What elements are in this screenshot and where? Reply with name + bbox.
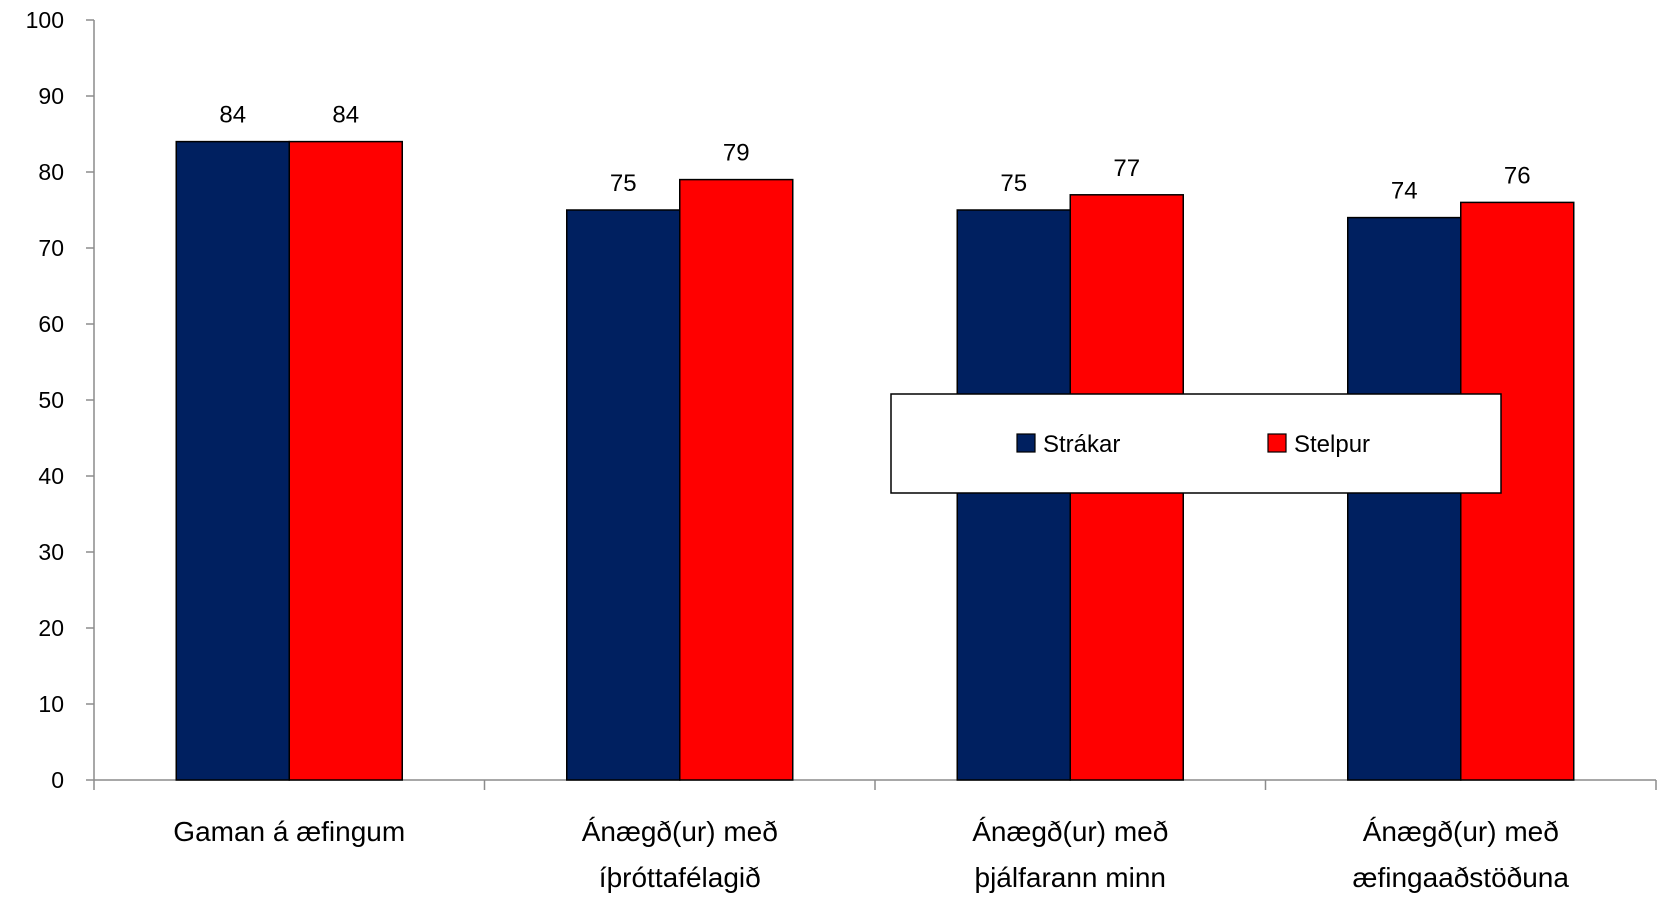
y-tick-label: 50 [38, 387, 64, 413]
legend-label: Stelpur [1294, 431, 1370, 458]
y-tick-label: 70 [38, 235, 64, 261]
bar-stelpur [679, 178, 794, 781]
data-label: 74 [1391, 178, 1418, 205]
data-label: 84 [332, 102, 359, 129]
legend-label: Strákar [1043, 431, 1120, 458]
data-label: 76 [1504, 162, 1531, 189]
bar-strakar [956, 209, 1071, 781]
y-tick-label: 0 [51, 767, 64, 793]
x-category-label: Ánægð(ur) með þjálfarann minn [972, 816, 1168, 893]
data-label: 77 [1113, 155, 1140, 182]
bar-stelpur [288, 140, 403, 781]
data-label: 75 [1000, 170, 1027, 197]
legend-swatch [1267, 433, 1287, 453]
bar-strakar [566, 209, 681, 781]
bar-strakar [175, 140, 290, 781]
legend-swatch [1016, 433, 1036, 453]
y-tick-label: 40 [38, 463, 64, 489]
x-category-label: Ánægð(ur) með íþróttafélagið [582, 816, 778, 893]
bar-strakar [1347, 216, 1462, 781]
axes: 0 10 20 30 40 50 60 70 80 90 100 Gaman á æfingum Ánæ… [26, 7, 1657, 893]
legend-box [890, 393, 1502, 494]
y-tick-label: 100 [26, 7, 64, 33]
data-label: 84 [219, 102, 246, 129]
y-tick-label: 10 [38, 691, 64, 717]
y-tick-label: 20 [38, 615, 64, 641]
data-label: 75 [610, 170, 637, 197]
x-category-label: Ánægð(ur) með æfingaaðstöðuna [1353, 816, 1570, 893]
y-tick-label: 80 [38, 159, 64, 185]
y-tick-label: 30 [38, 539, 64, 565]
y-tick-label: 60 [38, 311, 64, 337]
legend: Strákar Stelpur [890, 393, 1502, 494]
x-category-label: Gaman á æfingum [173, 816, 405, 847]
data-labels: 84 84 75 79 75 77 74 76 [219, 102, 1530, 205]
y-tick-label: 90 [38, 83, 64, 109]
data-label: 79 [723, 140, 750, 167]
